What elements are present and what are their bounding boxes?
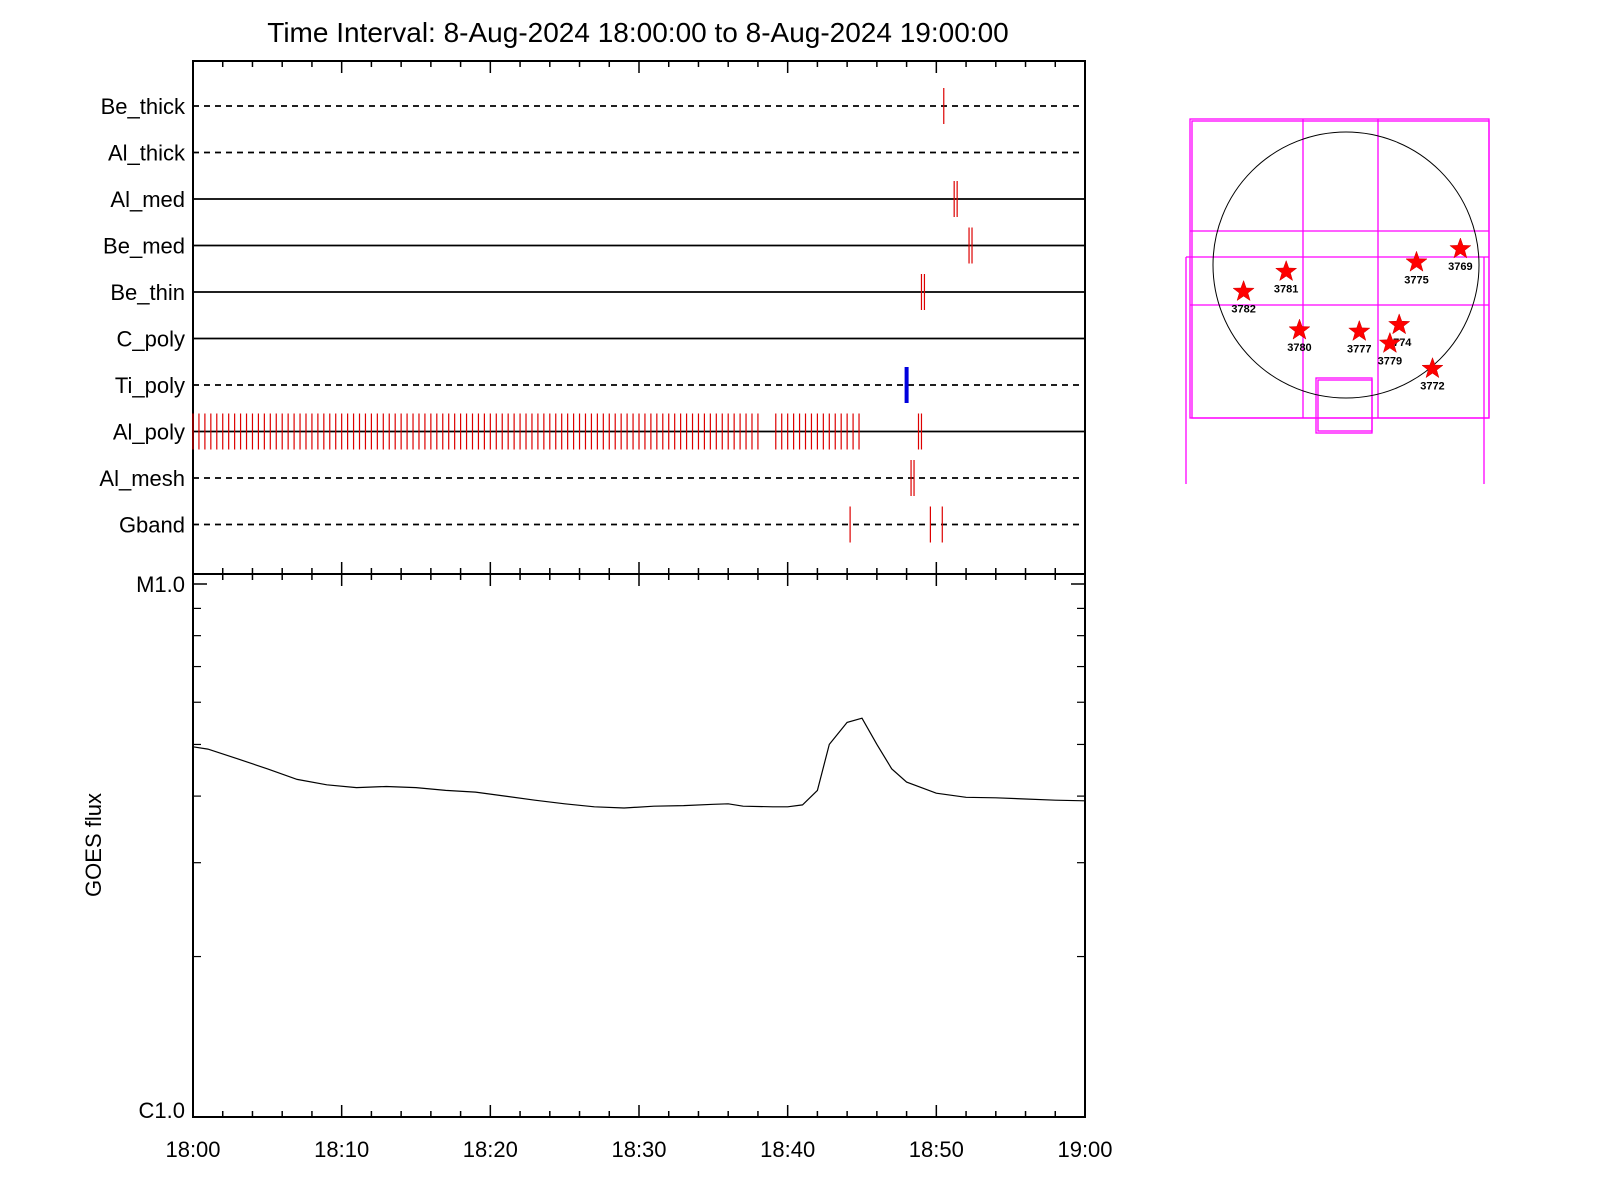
active-region-star <box>1348 319 1371 341</box>
solar-limb <box>1212 131 1480 399</box>
goes-frame <box>192 573 1086 1118</box>
filter-label: Al_thick <box>108 141 186 166</box>
active-region-star <box>1378 331 1402 353</box>
filter-label: Al_med <box>110 187 185 212</box>
active-region-label: 3769 <box>1448 261 1472 273</box>
filter-label: Gband <box>119 513 185 538</box>
timeline-ticks <box>192 61 1086 574</box>
filter-label: C_poly <box>117 327 185 352</box>
filter-label: Ti_poly <box>115 373 185 398</box>
timeline-rows: Be_thick Al_thick Al_med Be_med Be_thin C_pol… <box>99 88 1085 543</box>
x-tick-label: 18:20 <box>463 1137 518 1162</box>
filter-label: Be_thick <box>101 94 186 119</box>
x-tick-label: 19:00 <box>1057 1137 1112 1162</box>
x-tick-label: 18:50 <box>909 1137 964 1162</box>
ytick-label-c1: C1.0 <box>139 1098 185 1123</box>
active-region-star <box>1449 237 1472 259</box>
goes-flux-line <box>192 717 1086 809</box>
active-region-star <box>1288 318 1311 340</box>
y-axis-label: GOES flux <box>81 793 106 897</box>
active-region-label: 3782 <box>1231 304 1255 316</box>
filter-label: Be_med <box>103 234 185 259</box>
fov-box-small-inner <box>1317 379 1373 432</box>
fov-box-main <box>1189 118 1490 419</box>
active-region-label: 3775 <box>1404 274 1428 286</box>
active-region-star <box>1421 356 1444 379</box>
active-region-label: 3779 <box>1378 355 1402 367</box>
goes-panel: M1.0 C1.0 GOES flux 18:00 18:10 18:20 18:30… <box>81 572 1113 1162</box>
x-tick-label: 18:30 <box>611 1137 666 1162</box>
active-region-label: 3780 <box>1287 342 1311 354</box>
goes-ticks <box>192 574 1086 1118</box>
timeline-frame <box>192 60 1086 575</box>
x-tick-label: 18:40 <box>760 1137 815 1162</box>
filter-label: Al_mesh <box>99 466 185 491</box>
ytick-label-m1: M1.0 <box>136 572 185 597</box>
timeline-panel: Be_thick Al_thick Al_med Be_med Be_thin C_pol… <box>99 60 1086 575</box>
fov-box-main-inner <box>1191 120 1490 419</box>
filter-label: Al_poly <box>113 420 185 445</box>
active-region-label: 3777 <box>1347 344 1371 356</box>
fov-box-small <box>1315 377 1373 434</box>
x-tick-label: 18:00 <box>165 1137 220 1162</box>
active-region-star <box>1274 259 1298 282</box>
active-region-star <box>1405 250 1428 272</box>
active-region-label: 3772 <box>1420 381 1444 393</box>
x-tick-labels: 18:00 18:10 18:20 18:30 18:40 18:50 19:00 <box>165 1137 1112 1162</box>
active-region-star <box>1232 279 1255 302</box>
fov-boxes <box>1185 118 1490 484</box>
x-tick-label: 18:10 <box>314 1137 369 1162</box>
chart-title: Time Interval: 8-Aug-2024 18:00:00 to 8-… <box>267 17 1008 48</box>
active-region-label: 3781 <box>1274 284 1298 296</box>
active-region-star <box>1387 313 1411 335</box>
filter-label: Be_thin <box>110 280 185 305</box>
